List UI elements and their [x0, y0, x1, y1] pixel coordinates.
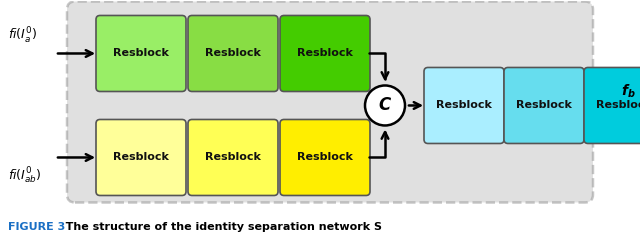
FancyBboxPatch shape [504, 68, 584, 144]
FancyBboxPatch shape [280, 120, 370, 196]
Text: C: C [379, 97, 391, 114]
Text: $fi(I_{ab}^0)$: $fi(I_{ab}^0)$ [8, 165, 42, 186]
Text: Resblock: Resblock [113, 152, 169, 162]
FancyBboxPatch shape [188, 15, 278, 91]
FancyBboxPatch shape [188, 120, 278, 196]
Text: Resblock: Resblock [297, 152, 353, 162]
Text: Resblock: Resblock [516, 100, 572, 111]
Text: FIGURE 3: FIGURE 3 [8, 222, 65, 232]
Circle shape [365, 85, 405, 126]
Text: The structure of the identity separation network S: The structure of the identity separation… [54, 222, 381, 232]
Text: $fi(I_a^0)$: $fi(I_a^0)$ [8, 25, 37, 45]
Text: Resblock: Resblock [297, 48, 353, 59]
FancyBboxPatch shape [424, 68, 504, 144]
FancyBboxPatch shape [584, 68, 640, 144]
Text: Resblock: Resblock [436, 100, 492, 111]
FancyBboxPatch shape [96, 120, 186, 196]
FancyBboxPatch shape [96, 15, 186, 91]
Text: Resblock: Resblock [205, 152, 261, 162]
Text: $\bfit{f}_b$: $\bfit{f}_b$ [621, 83, 636, 100]
Text: Resblock: Resblock [113, 48, 169, 59]
Text: Resblock: Resblock [596, 100, 640, 111]
Text: Resblock: Resblock [205, 48, 261, 59]
FancyBboxPatch shape [280, 15, 370, 91]
FancyBboxPatch shape [67, 1, 593, 203]
